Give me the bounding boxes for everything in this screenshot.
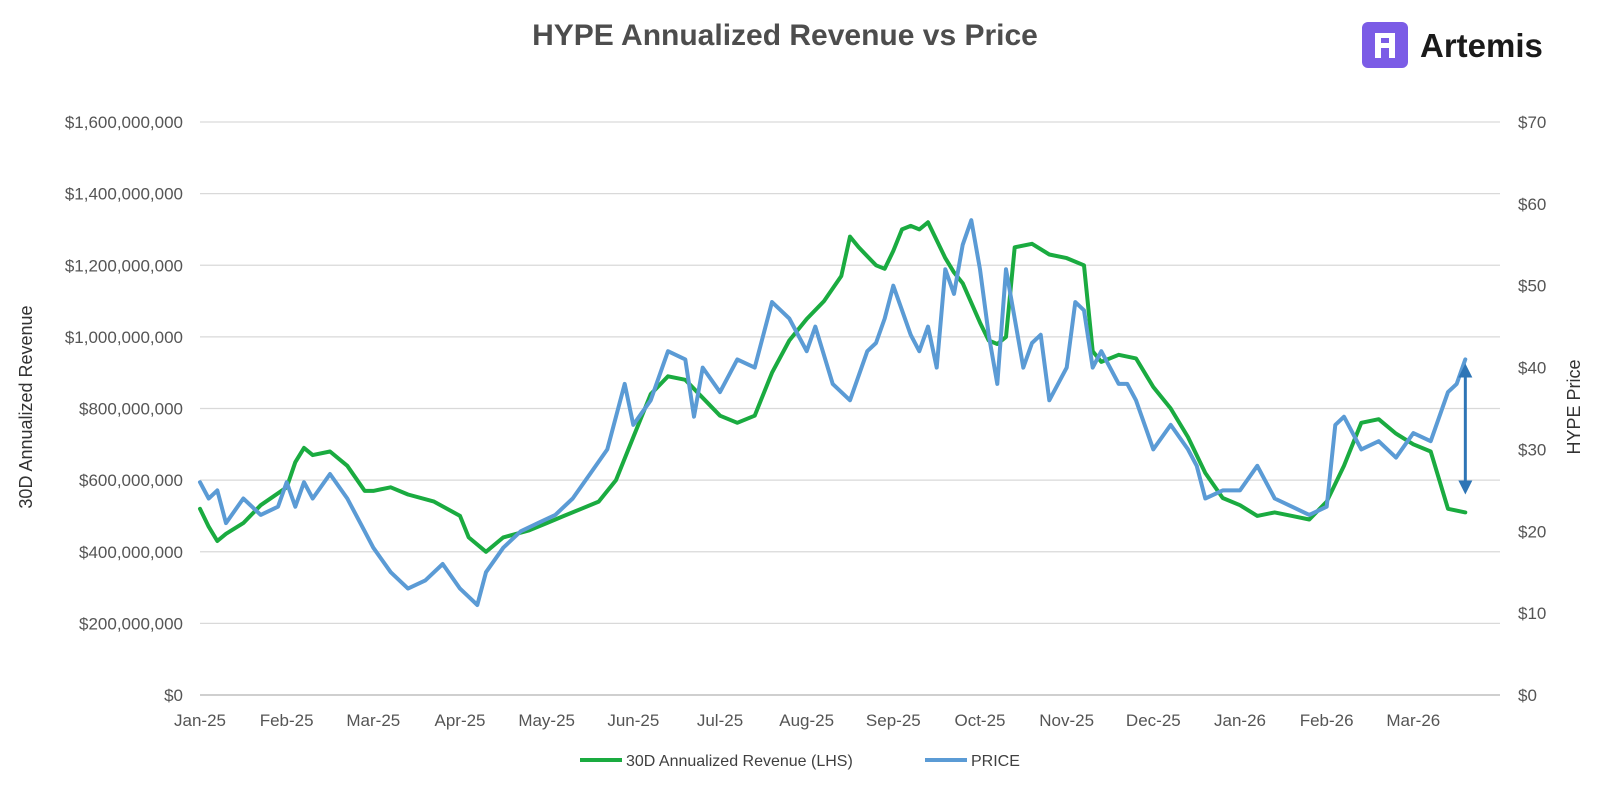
right-tick-label: $50 bbox=[1518, 277, 1546, 296]
left-tick-label: $800,000,000 bbox=[79, 400, 183, 419]
left-tick-label: $1,600,000,000 bbox=[65, 113, 183, 132]
left-tick-label: $1,200,000,000 bbox=[65, 256, 183, 275]
artemis-logo-glyph bbox=[1375, 33, 1395, 58]
series-layer bbox=[198, 218, 1468, 607]
right-tick-label: $10 bbox=[1518, 604, 1546, 623]
x-tick-label: Sep-25 bbox=[866, 711, 921, 730]
price-series-line bbox=[198, 218, 1468, 607]
x-tick-label: May-25 bbox=[518, 711, 575, 730]
right-axis-label: HYPE Price bbox=[1564, 359, 1584, 454]
legend: 30D Annualized Revenue (LHS) PRICE bbox=[580, 753, 1020, 770]
x-tick-label: Jun-25 bbox=[607, 711, 659, 730]
right-tick-label: $30 bbox=[1518, 440, 1546, 459]
x-tick-label: Nov-25 bbox=[1039, 711, 1094, 730]
gridlines bbox=[200, 121, 1500, 624]
right-tick-label: $0 bbox=[1518, 686, 1537, 705]
artemis-brand: Artemis bbox=[1362, 22, 1543, 68]
left-axis-ticks: $0 $200,000,000 $400,000,000 $600,000,000 $8… bbox=[65, 113, 183, 705]
x-tick-label: Oct-25 bbox=[954, 711, 1005, 730]
right-tick-label: $20 bbox=[1518, 522, 1546, 541]
annotation-layer bbox=[1458, 363, 1473, 495]
x-tick-label: Mar-26 bbox=[1386, 711, 1440, 730]
brand-name: Artemis bbox=[1420, 27, 1543, 64]
right-tick-label: $60 bbox=[1518, 195, 1546, 214]
right-tick-label: $70 bbox=[1518, 113, 1546, 132]
left-tick-label: $1,400,000,000 bbox=[65, 185, 183, 204]
legend-label-revenue: 30D Annualized Revenue (LHS) bbox=[626, 753, 853, 770]
chart-title: HYPE Annualized Revenue vs Price bbox=[532, 19, 1038, 52]
x-tick-label: Aug-25 bbox=[779, 711, 834, 730]
x-tick-label: Apr-25 bbox=[434, 711, 485, 730]
x-tick-label: Mar-25 bbox=[346, 711, 400, 730]
left-tick-label: $600,000,000 bbox=[79, 471, 183, 490]
x-axis-ticks: Jan-25 Feb-25 Mar-25 Apr-25 May-25 Jun-25 Jul-… bbox=[174, 711, 1440, 730]
x-tick-label: Jan-25 bbox=[174, 711, 226, 730]
left-tick-label: $400,000,000 bbox=[79, 543, 183, 562]
right-axis-ticks: $0 $10 $20 $30 $40 $50 $60 $70 bbox=[1518, 113, 1546, 705]
revenue-series-line bbox=[198, 220, 1468, 554]
x-tick-label: Jan-26 bbox=[1214, 711, 1266, 730]
left-axis-label: 30D Annualized Revenue bbox=[16, 305, 36, 508]
annotation-arrow-head-down bbox=[1458, 480, 1473, 495]
left-tick-label: $0 bbox=[164, 686, 183, 705]
x-tick-label: Feb-25 bbox=[260, 711, 314, 730]
x-tick-label: Jul-25 bbox=[697, 711, 743, 730]
x-tick-label: Dec-25 bbox=[1126, 711, 1181, 730]
x-tick-label: Feb-26 bbox=[1300, 711, 1354, 730]
annotation-arrow-head-up bbox=[1458, 363, 1473, 378]
right-tick-label: $40 bbox=[1518, 359, 1546, 378]
left-tick-label: $1,000,000,000 bbox=[65, 328, 183, 347]
legend-label-price: PRICE bbox=[971, 753, 1020, 770]
left-tick-label: $200,000,000 bbox=[79, 614, 183, 633]
